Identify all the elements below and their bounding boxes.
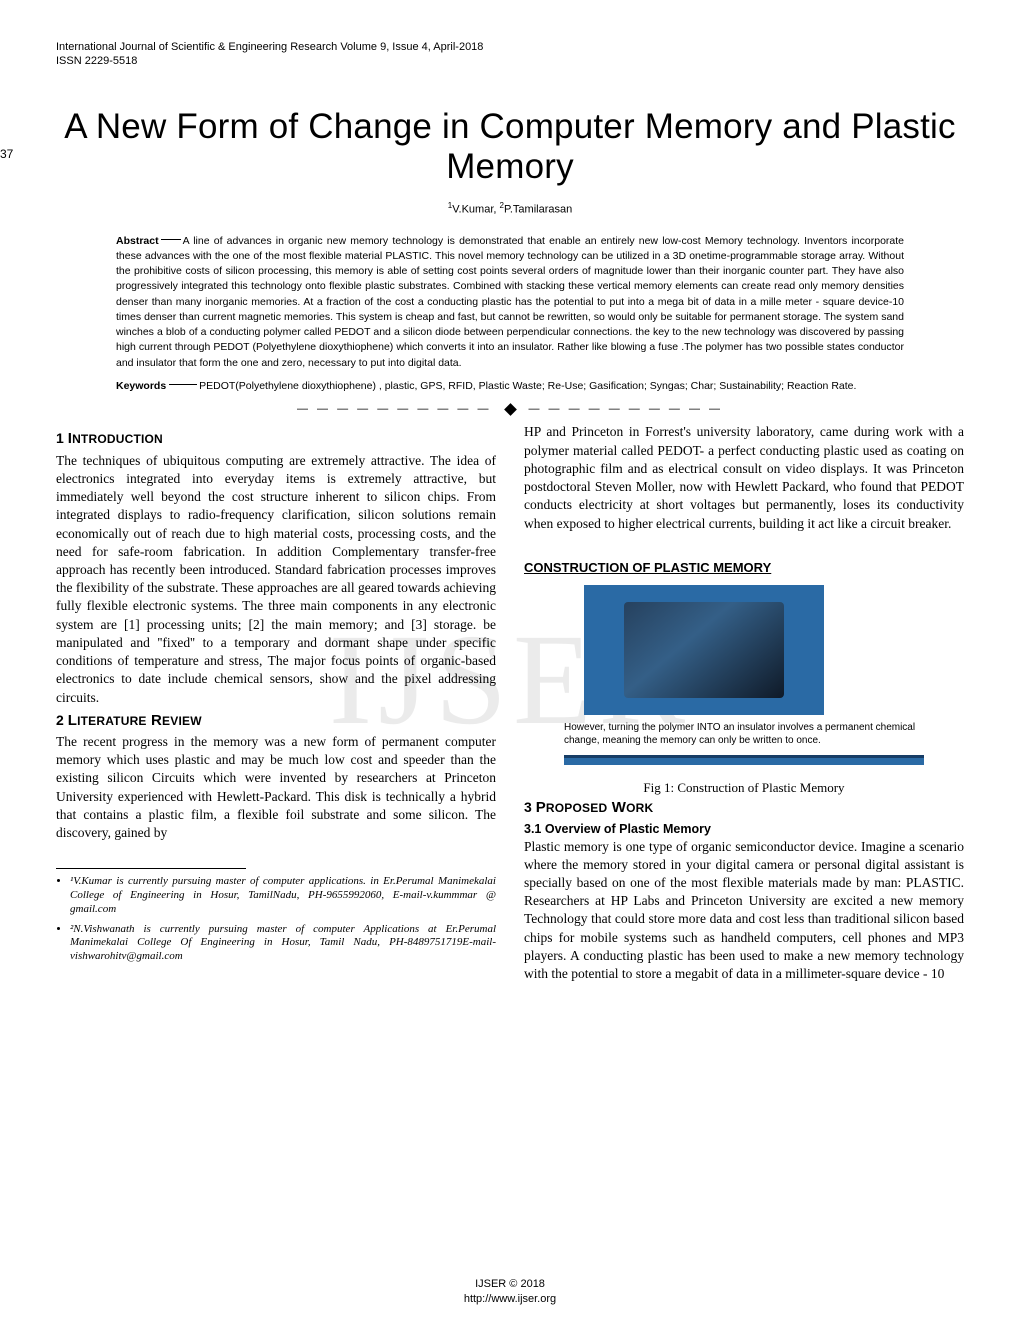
footer-url: http://www.ijser.org [0,1292,1020,1306]
sec2-body: The recent progress in the memory was a … [56,733,496,842]
journal-line-1: International Journal of Scientific & En… [56,40,964,54]
paper-title: A New Form of Change in Computer Memory … [56,107,964,188]
section-3-heading: 3 PROPOSED WORK [524,798,964,818]
footnotes-list: ¹V.Kumar is currently pursuing master of… [56,875,496,964]
sep-left-dashes: — — — — — — — — — — [297,403,492,415]
journal-header: International Journal of Scientific & En… [56,40,964,69]
sec1-body: The techniques of ubiquitous computing a… [56,452,496,707]
authors-line: 1V.Kumar, 2P.Tamilarasan [56,201,964,216]
body-columns: 1 INTRODUCTION The techniques of ubiquit… [56,423,964,983]
keywords-label: Keywords [116,380,166,392]
footnotes-rule [56,868,246,869]
section-separator: — — — — — — — — — — — — — — — — — — — — [56,403,964,415]
journal-issn: ISSN 2229-5518 [56,54,964,68]
sec3-body: Plastic memory is one type of organic se… [524,838,964,984]
figure-1-caption: Fig 1: Construction of Plastic Memory [524,779,964,797]
sec1-title: INTRODUCTION [68,430,163,447]
right-column: HP and Princeton in Forrest's university… [524,423,964,983]
figure-1-frame [584,585,824,715]
abstract-text: A line of advances in organic new memory… [116,235,904,369]
figure-1-image [624,602,784,698]
section-1-heading: 1 INTRODUCTION [56,429,496,449]
abstract-label: Abstract [116,235,159,247]
accent-bar [564,755,924,765]
sec2-num: 2 [56,712,64,728]
footer-copyright: IJSER © 2018 [0,1277,1020,1291]
sep-right-dashes: — — — — — — — — — — [529,403,724,415]
left-column: 1 INTRODUCTION The techniques of ubiquit… [56,423,496,983]
sec3-sub: 3.1 Overview of Plastic Memory [524,821,964,838]
keywords-dash [169,384,197,385]
sec2-title: LITERATURE REVIEW [68,712,202,729]
keywords-text: PEDOT(Polyethylene dioxythiophene) , pla… [199,380,856,392]
section-2-heading: 2 LITERATURE REVIEW [56,711,496,731]
sec1-num: 1 [56,430,64,446]
sec3-title: PROPOSED WORK [536,799,654,816]
sec2-continuation: HP and Princeton in Forrest's university… [524,423,964,532]
figure-1-note: However, turning the polymer INTO an ins… [564,721,924,747]
diamond-icon [504,403,517,416]
footnote-1: ¹V.Kumar is currently pursuing master of… [70,875,496,916]
page-footer: IJSER © 2018 http://www.ijser.org [0,1277,1020,1306]
keywords-block: Keywords PEDOT(Polyethylene dioxythiophe… [116,379,904,394]
footnote-2: ²N.Vishwanath is currently pursuing mast… [70,923,496,964]
abstract-dash [161,239,181,240]
abstract-block: AbstractA line of advances in organic ne… [116,234,904,371]
sec3-num: 3 [524,799,532,815]
construction-heading: CONSTRUCTION OF PLASTIC MEMORY [524,559,771,577]
